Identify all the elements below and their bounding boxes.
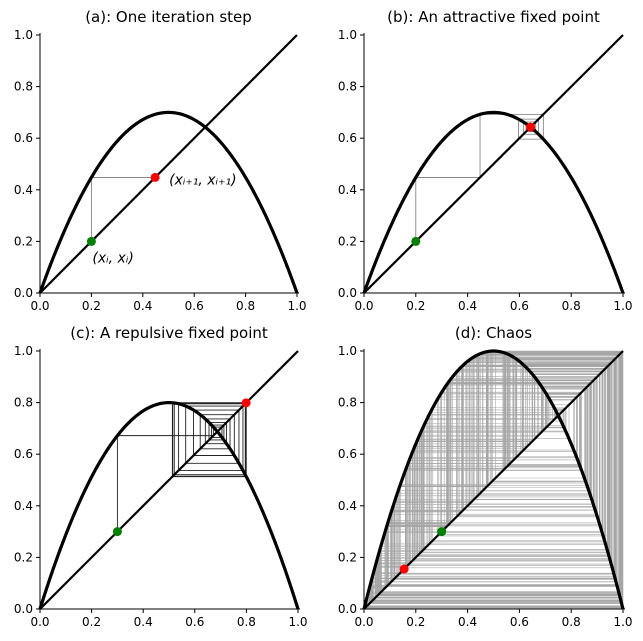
- x-tick-label: 0.6: [510, 615, 529, 629]
- x-tick-label: 0.8: [562, 299, 581, 313]
- logistic-curve: [362, 110, 625, 294]
- y-tick-label: 0.0: [14, 602, 33, 616]
- x-tick-label: 0.0: [30, 615, 49, 629]
- x-tick-label: 0.2: [406, 299, 425, 313]
- start-point: [411, 236, 421, 246]
- y-tick-label: 0.2: [338, 234, 357, 248]
- y-tick-label: 0.4: [14, 499, 33, 513]
- start-point: [112, 527, 122, 537]
- x-tick-label: 1.0: [613, 615, 632, 629]
- y-tick-label: 0.2: [14, 234, 33, 248]
- y-tick-label: 0.4: [14, 183, 33, 197]
- end-point: [150, 172, 160, 182]
- panel-2: (b): An attractive fixed point 0.0 0.2 0.4 0…: [338, 8, 633, 313]
- y-tick-label: 0.6: [14, 447, 33, 461]
- y-tick-label: 0.2: [338, 550, 357, 564]
- x-tick-label: 0.4: [133, 299, 152, 313]
- y-tick-label: 1.0: [14, 344, 33, 358]
- y-tick-label: 0.8: [338, 80, 357, 94]
- x-tick-label: 0.0: [30, 299, 49, 313]
- start-point: [86, 236, 96, 246]
- x-tick-label: 1.0: [613, 299, 632, 313]
- annotation-start: (xᵢ, xᵢ): [92, 250, 133, 266]
- x-tick-label: 0.6: [185, 615, 204, 629]
- x-tick-label: 0.6: [510, 299, 529, 313]
- panel-1: (a): One iteration step (xᵢ, xᵢ) (xᵢ₊₁, xᵢ…: [14, 8, 307, 313]
- y-tick-label: 0.0: [338, 286, 357, 300]
- x-tick-label: 0.4: [134, 615, 153, 629]
- diagonal-line: [363, 34, 624, 294]
- y-tick-label: 0.2: [14, 550, 33, 564]
- panel-3: (c): A repulsive fixed point 0.0 0.2 0.4 0.6…: [14, 324, 308, 629]
- x-tick-label: 1.0: [287, 299, 306, 313]
- x-tick-label: 0.2: [406, 615, 425, 629]
- x-tick-label: 0.8: [236, 299, 255, 313]
- y-tick-label: 0.8: [338, 396, 357, 410]
- x-tick-label: 0.4: [458, 615, 477, 629]
- panel-title: (a): One iteration step: [85, 8, 252, 26]
- end-point: [241, 398, 251, 408]
- x-tick-label: 0.8: [562, 615, 581, 629]
- end-point: [526, 122, 536, 132]
- logistic-curve: [38, 400, 300, 610]
- panel-4: (d): Chaos 0.0 0.2 0.4 0.6 0.8 1.0 0.0 0.2 0.4 0.6…: [338, 324, 633, 629]
- x-tick-label: 0.0: [354, 615, 373, 629]
- diagonal-line: [39, 34, 298, 294]
- start-point: [437, 527, 447, 537]
- end-point: [399, 564, 409, 574]
- panel-title: (c): A repulsive fixed point: [70, 324, 268, 342]
- y-tick-label: 0.0: [14, 286, 33, 300]
- diagonal-line: [39, 350, 299, 610]
- x-tick-label: 0.6: [185, 299, 204, 313]
- y-tick-label: 1.0: [338, 344, 357, 358]
- y-tick-label: 0.8: [14, 80, 33, 94]
- y-tick-label: 0.8: [14, 396, 33, 410]
- logistic-curve: [362, 349, 625, 610]
- logistic-curve: [38, 110, 299, 294]
- y-tick-label: 0.0: [338, 602, 357, 616]
- x-tick-label: 0.8: [237, 615, 256, 629]
- x-tick-label: 0.2: [82, 299, 101, 313]
- panel-title: (d): Chaos: [455, 324, 532, 342]
- y-tick-label: 0.6: [338, 447, 357, 461]
- y-tick-label: 0.6: [338, 131, 357, 145]
- panel-title: (b): An attractive fixed point: [387, 8, 600, 26]
- y-tick-label: 0.4: [338, 499, 357, 513]
- x-tick-label: 0.0: [354, 299, 373, 313]
- x-tick-label: 0.4: [458, 299, 477, 313]
- x-tick-label: 0.2: [82, 615, 101, 629]
- y-tick-label: 0.6: [14, 131, 33, 145]
- x-tick-label: 1.0: [288, 615, 307, 629]
- y-tick-label: 1.0: [338, 28, 357, 42]
- y-tick-label: 0.4: [338, 183, 357, 197]
- annotation-end: (xᵢ₊₁, xᵢ₊₁): [169, 172, 236, 188]
- y-tick-label: 1.0: [14, 28, 33, 42]
